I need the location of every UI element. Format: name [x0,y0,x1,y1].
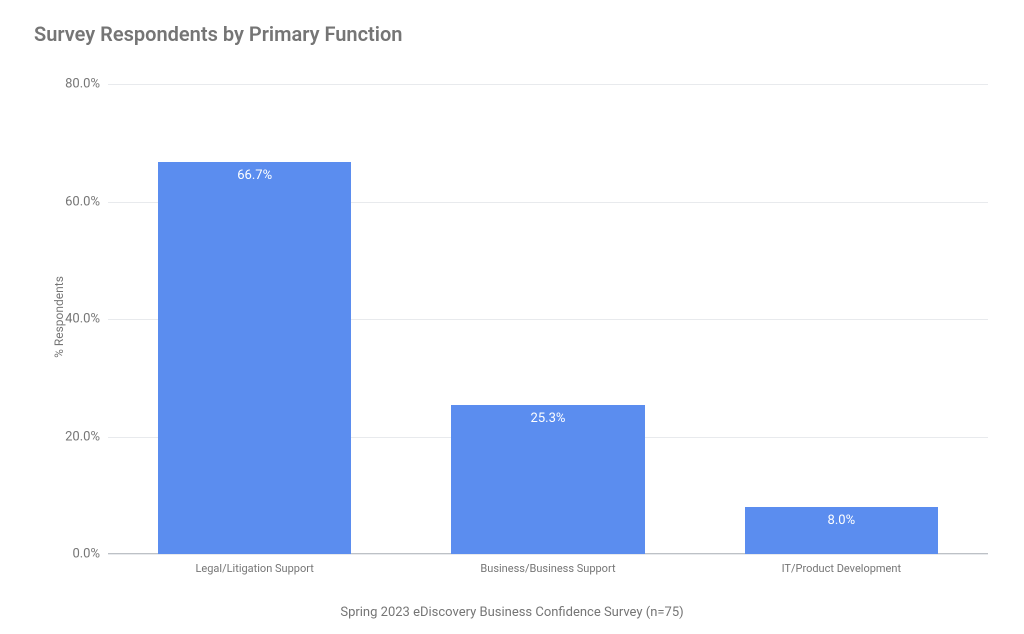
y-tick-label: 20.0% [65,429,100,444]
plot-area: 0.0%20.0%40.0%60.0%80.0%66.7%Legal/Litig… [108,84,988,554]
bar-slot: 8.0% [745,84,939,554]
y-tick-label: 80.0% [65,77,100,92]
bar: 25.3% [451,405,645,554]
bar-value-label: 25.3% [451,411,645,426]
y-tick-label: 40.0% [65,312,100,327]
x-tick-label: Legal/Litigation Support [108,562,401,575]
bar-value-label: 66.7% [158,168,352,183]
x-axis-title: Spring 2023 eDiscovery Business Confiden… [0,605,1024,620]
x-tick-label: Business/Business Support [401,562,694,575]
y-tick-label: 60.0% [65,194,100,209]
bar: 8.0% [745,507,939,554]
chart-title: Survey Respondents by Primary Function [34,22,402,46]
bar-value-label: 8.0% [745,513,939,528]
x-tick-label: IT/Product Development [695,562,988,575]
chart-container: Survey Respondents by Primary Function %… [0,0,1024,634]
gridline [108,554,988,555]
bar: 66.7% [158,162,352,554]
bar-slot: 25.3% [451,84,645,554]
bar-slot: 66.7% [158,84,352,554]
y-axis-title: % Respondents [52,276,66,358]
y-tick-label: 0.0% [72,547,100,562]
